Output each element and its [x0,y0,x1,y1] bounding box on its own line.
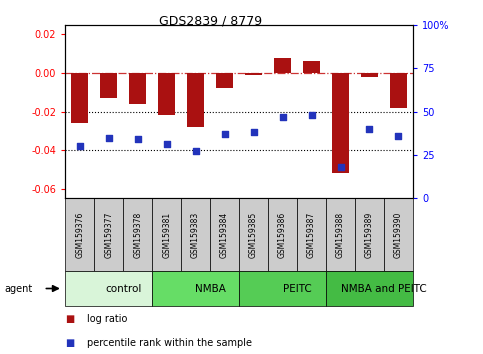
Bar [123,198,152,271]
Bar [239,271,326,306]
Bar [355,198,384,271]
Text: GSM159389: GSM159389 [365,211,374,258]
Bar [152,271,239,306]
Bar [71,73,88,123]
Point [337,164,344,170]
Bar [216,73,233,88]
Text: percentile rank within the sample: percentile rank within the sample [87,338,252,348]
Text: GSM159384: GSM159384 [220,211,229,258]
Bar [326,198,355,271]
Text: GSM159381: GSM159381 [162,211,171,258]
Bar [65,198,94,271]
Bar [187,73,204,127]
Point [250,130,257,135]
Text: GSM159378: GSM159378 [133,211,142,258]
Text: GDS2839 / 8779: GDS2839 / 8779 [158,14,262,27]
Text: GSM159377: GSM159377 [104,211,113,258]
Point [134,136,142,142]
Bar [303,61,320,73]
Point [163,142,170,147]
Bar [274,58,291,73]
Bar [384,198,413,271]
Point [221,131,228,137]
Text: GSM159383: GSM159383 [191,211,200,258]
Bar [361,73,378,77]
Bar [326,271,413,306]
Point [192,149,199,154]
Text: GSM159376: GSM159376 [75,211,84,258]
Text: GSM159388: GSM159388 [336,211,345,258]
Point [76,143,84,149]
Text: NMBA and PEITC: NMBA and PEITC [341,284,427,293]
Point [308,112,315,118]
Text: PEITC: PEITC [283,284,312,293]
Text: ■: ■ [65,338,74,348]
Text: control: control [105,284,142,293]
Bar [129,73,146,104]
Bar [158,73,175,115]
Bar [245,73,262,75]
Text: GSM159386: GSM159386 [278,211,287,258]
Text: GSM159387: GSM159387 [307,211,316,258]
Bar [239,198,268,271]
Point [105,135,113,140]
Text: GSM159390: GSM159390 [394,211,403,258]
Bar [332,73,349,173]
Text: log ratio: log ratio [87,314,128,324]
Bar [94,198,123,271]
Bar [65,271,152,306]
Text: ■: ■ [65,314,74,324]
Text: NMBA: NMBA [195,284,226,293]
Point [279,114,286,120]
Point [395,133,402,139]
Text: GSM159385: GSM159385 [249,211,258,258]
Bar [390,73,407,108]
Bar [297,198,326,271]
Bar [152,198,181,271]
Point [366,126,373,132]
Text: agent: agent [5,284,33,293]
Bar [210,198,239,271]
Bar [100,73,117,98]
Bar [268,198,297,271]
Bar [181,198,210,271]
